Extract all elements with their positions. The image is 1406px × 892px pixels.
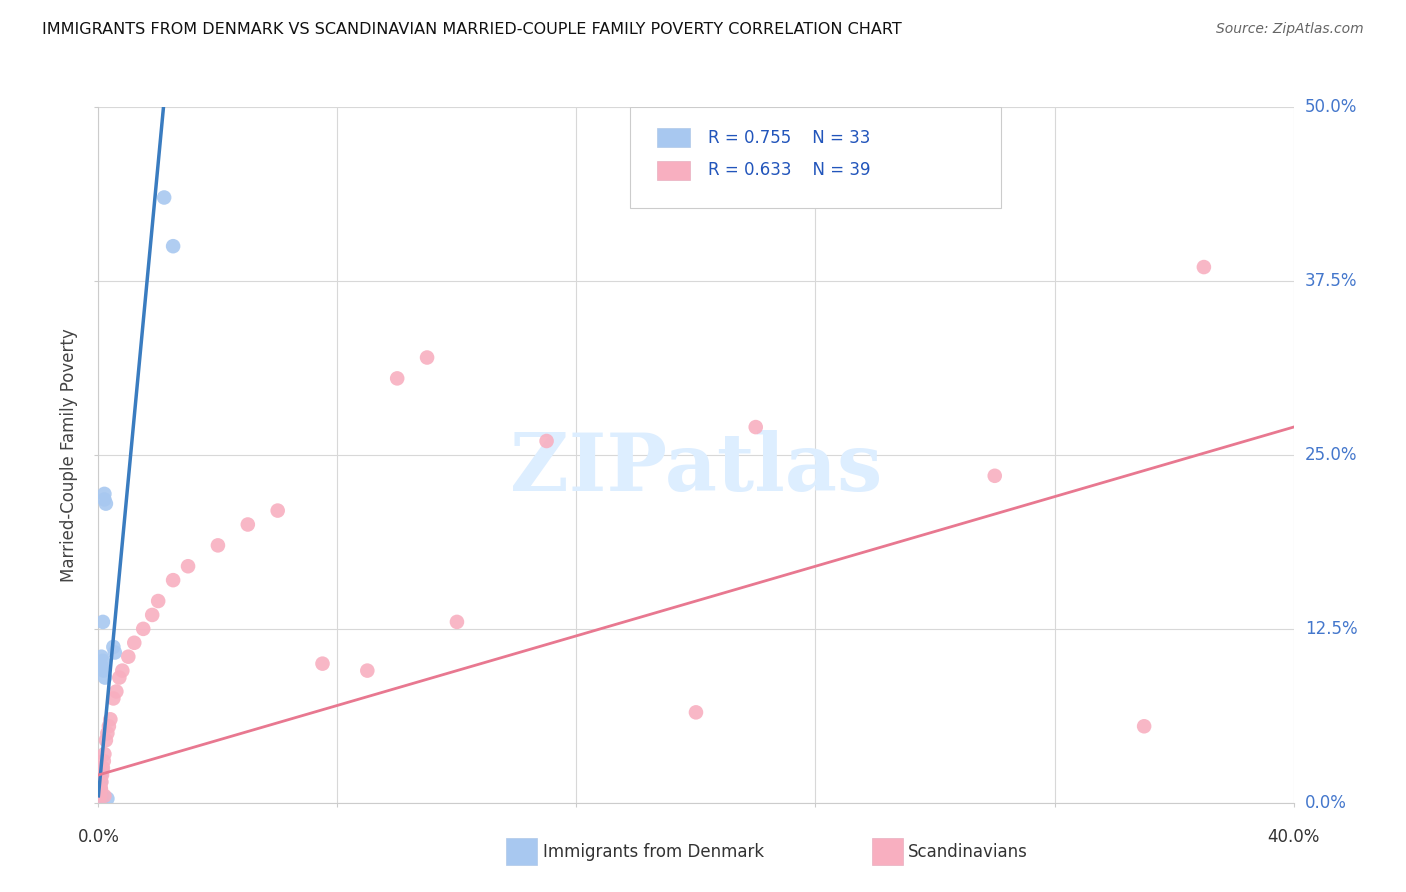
Point [153, 190, 176, 204]
Point [108, 671, 131, 685]
Point [356, 664, 378, 678]
Text: R = 0.633    N = 39: R = 0.633 N = 39 [709, 161, 870, 179]
Text: 0.0%: 0.0% [1305, 794, 1347, 812]
Point [90, 781, 112, 796]
Point [1133, 719, 1156, 733]
Point [91, 654, 114, 668]
Point [93, 754, 115, 768]
Y-axis label: Married-Couple Family Poverty: Married-Couple Family Poverty [60, 328, 79, 582]
Point [90, 793, 112, 807]
Point [89, 795, 111, 809]
Point [236, 517, 259, 532]
Point [89, 790, 111, 805]
Text: 37.5%: 37.5% [1305, 272, 1357, 290]
Point [90, 775, 112, 789]
Point [90, 775, 112, 789]
Point [96, 726, 118, 740]
Point [177, 559, 200, 574]
Point [89, 793, 111, 807]
Point [90, 781, 112, 796]
Point [93, 747, 115, 761]
Point [162, 573, 184, 587]
Point [93, 492, 115, 507]
Point [91, 761, 114, 775]
Point [93, 789, 115, 803]
Point [89, 785, 111, 799]
Point [89, 795, 111, 809]
Text: Source: ZipAtlas.com: Source: ZipAtlas.com [1216, 22, 1364, 37]
Point [207, 538, 229, 552]
Point [385, 371, 409, 385]
Point [132, 622, 155, 636]
Point [89, 794, 111, 808]
Point [93, 664, 115, 678]
Point [89, 789, 111, 803]
Point [89, 791, 111, 805]
Point [311, 657, 333, 671]
Point [103, 691, 125, 706]
Point [117, 649, 139, 664]
Point [90, 790, 112, 805]
Point [91, 659, 114, 673]
Text: 0.0%: 0.0% [77, 828, 120, 846]
Point [685, 706, 707, 720]
Point [162, 239, 184, 253]
Point [104, 646, 127, 660]
Point [89, 795, 111, 809]
Point [89, 781, 111, 796]
FancyBboxPatch shape [630, 107, 1001, 208]
Text: Immigrants from Denmark: Immigrants from Denmark [543, 843, 763, 861]
Point [124, 636, 146, 650]
Point [94, 671, 117, 685]
Point [91, 768, 114, 782]
Point [89, 786, 111, 800]
Point [90, 788, 112, 802]
Point [536, 434, 558, 448]
Point [89, 779, 111, 793]
Point [89, 795, 111, 809]
Point [94, 497, 117, 511]
Point [745, 420, 768, 434]
Point [89, 771, 111, 785]
Point [96, 791, 118, 805]
Point [98, 712, 122, 726]
Text: IMMIGRANTS FROM DENMARK VS SCANDINAVIAN MARRIED-COUPLE FAMILY POVERTY CORRELATIO: IMMIGRANTS FROM DENMARK VS SCANDINAVIAN … [42, 22, 901, 37]
Text: R = 0.755    N = 33: R = 0.755 N = 33 [709, 128, 870, 146]
Point [141, 607, 163, 622]
FancyBboxPatch shape [657, 128, 690, 147]
Text: 40.0%: 40.0% [1267, 828, 1320, 846]
Point [93, 487, 115, 501]
Point [416, 351, 439, 365]
Point [983, 468, 1005, 483]
Text: ZIPatlas: ZIPatlas [510, 430, 882, 508]
Point [91, 615, 114, 629]
Point [148, 594, 170, 608]
Point [1192, 260, 1215, 274]
Point [446, 615, 468, 629]
Point [89, 789, 111, 803]
Point [105, 684, 128, 698]
Point [111, 664, 134, 678]
Point [91, 761, 114, 775]
Text: 12.5%: 12.5% [1305, 620, 1357, 638]
Text: 50.0%: 50.0% [1305, 98, 1357, 116]
Point [90, 768, 112, 782]
Text: 25.0%: 25.0% [1305, 446, 1357, 464]
Point [90, 649, 112, 664]
FancyBboxPatch shape [657, 161, 690, 180]
Point [97, 719, 120, 733]
Point [94, 733, 117, 747]
Text: Scandinavians: Scandinavians [908, 843, 1028, 861]
Point [267, 503, 290, 517]
Point [103, 640, 125, 654]
